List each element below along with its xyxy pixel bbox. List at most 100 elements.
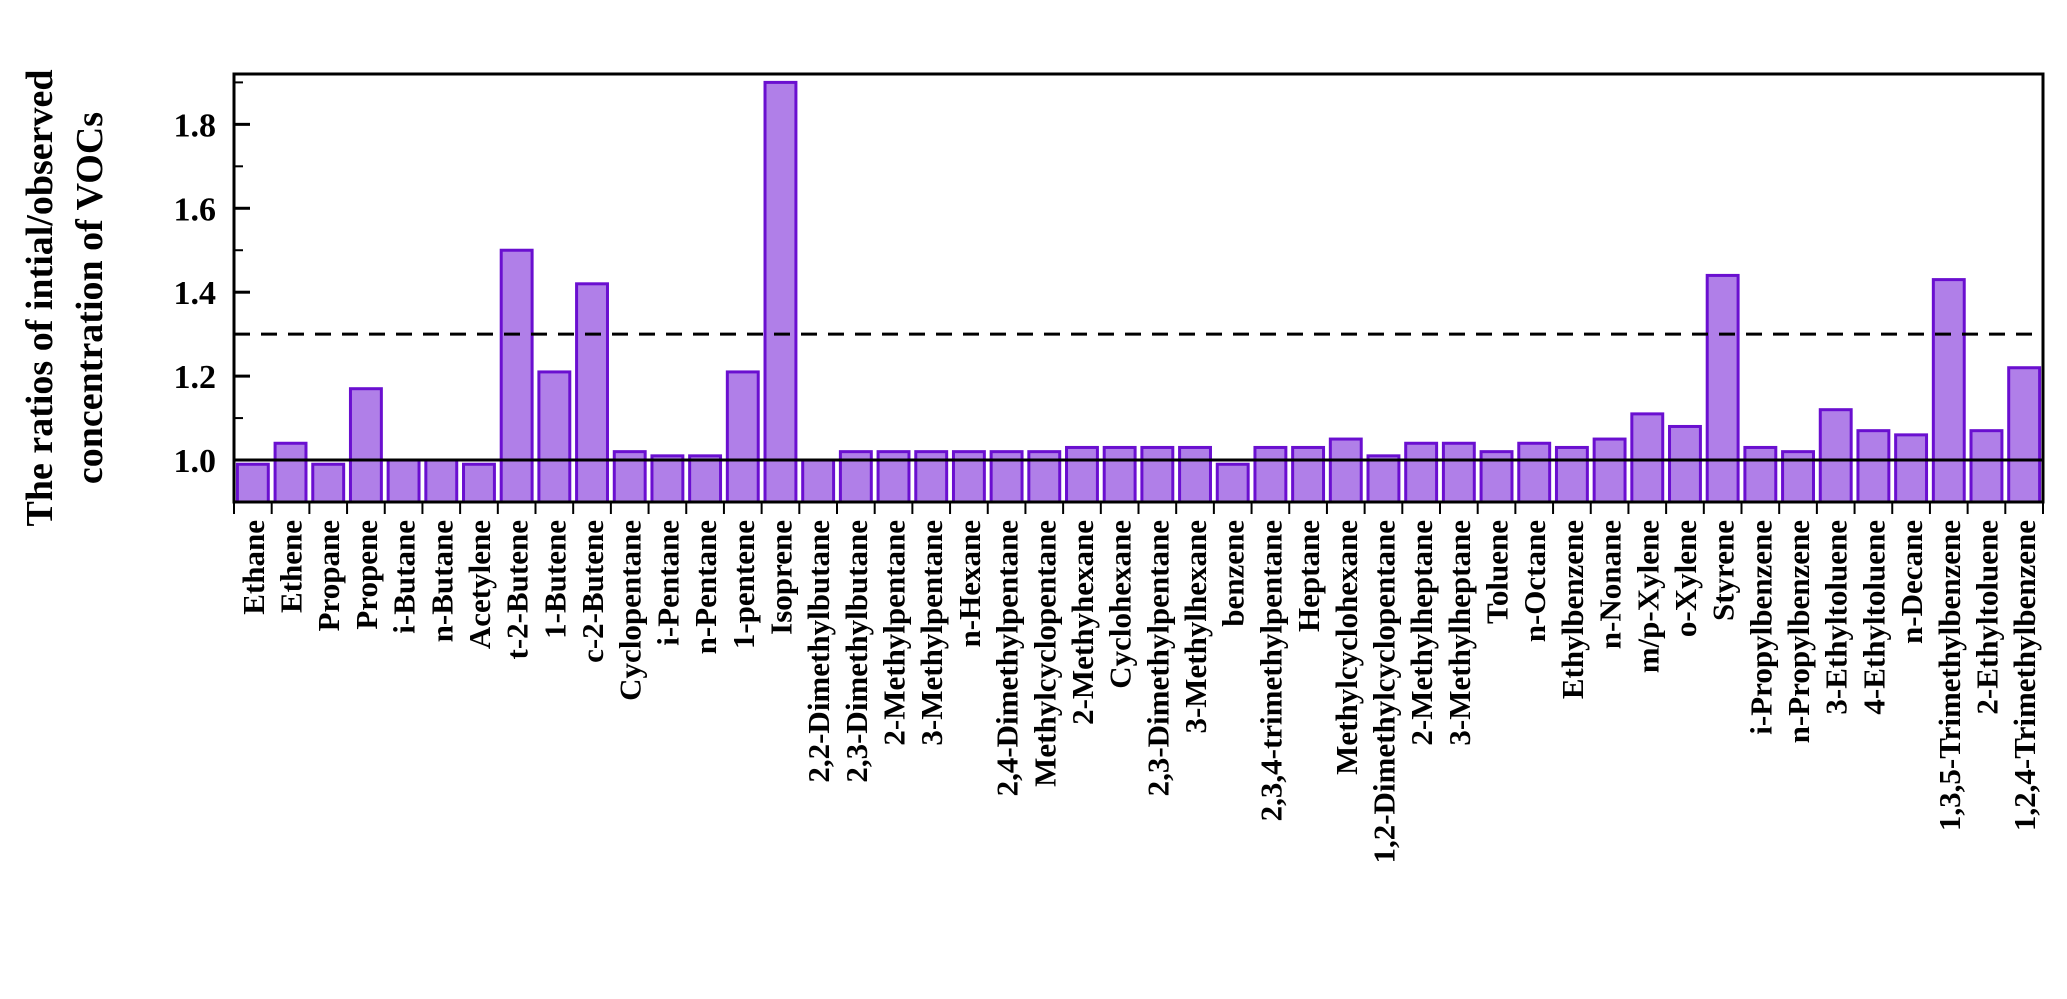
y-axis-title-line: The ratios of intial/observed [19, 69, 61, 526]
x-category-label: 2,2-Dimethylbutane [801, 520, 836, 783]
bar [1291, 445, 1326, 504]
y-axis-title: The ratios of intial/observed concentrati… [19, 69, 111, 526]
bar [1592, 437, 1627, 504]
bar [1969, 429, 2004, 504]
x-category-label: m/p-Xylene [1630, 520, 1665, 673]
bar [688, 454, 723, 504]
x-category-label: t-2-Butene [500, 520, 535, 659]
x-category-label: n-Propylbenzene [1781, 520, 1816, 743]
x-category-label: n-Octane [1517, 520, 1552, 642]
bar [273, 441, 308, 504]
bar [1140, 445, 1175, 504]
bar [1366, 454, 1401, 504]
bar [499, 248, 534, 504]
x-category-label: 3-Methylhexane [1178, 520, 1213, 734]
x-category-label: c-2-Butene [575, 520, 610, 663]
bar [424, 458, 459, 504]
x-category-label: 2-Methylpentane [877, 520, 912, 746]
x-category-label: n-Nonane [1593, 520, 1628, 649]
bar [763, 80, 798, 504]
x-category-label: Styrene [1706, 520, 1741, 621]
bar [1065, 445, 1099, 504]
bar [801, 458, 836, 504]
x-category-label: Isoprene [763, 520, 798, 635]
x-category-label: 1-Butene [537, 520, 572, 639]
bar [348, 387, 383, 504]
bar [1328, 437, 1363, 504]
x-category-label: n-Pentane [688, 520, 723, 654]
x-category-label: 3-Ethyltoluene [1819, 520, 1854, 715]
x-axis: Ethane Ethene Propane Propene i-Butane n-Buta… [233, 502, 2044, 864]
bar [650, 454, 685, 504]
x-category-label: 2,3-Dimethylpentane [1140, 520, 1175, 796]
x-category-label: i-Pentane [650, 520, 685, 646]
bar [1517, 441, 1552, 504]
bar [1102, 445, 1137, 504]
x-category-label: benzene [1216, 520, 1251, 627]
x-category-label: Ethylbenzene [1555, 520, 1590, 699]
bar [1856, 429, 1891, 504]
y-tick-label: 1.8 [174, 107, 217, 144]
x-category-label: Methylcyclopentane [1027, 520, 1062, 787]
y-tick-label: 1.0 [174, 443, 217, 480]
bar [235, 462, 270, 504]
bar [1215, 462, 1250, 504]
y-axis-title-line: concentration of VOCs [69, 112, 111, 484]
x-category-label: 4-Ethyltoluene [1856, 520, 1891, 715]
bar [1404, 441, 1439, 504]
y-tick-label: 1.6 [174, 191, 217, 228]
x-category-label: Heptane [1291, 520, 1326, 632]
x-category-label: 2,3-Dimethylbutane [839, 520, 874, 783]
x-category-label: Propene [349, 520, 384, 630]
bar [725, 370, 760, 504]
bar [386, 458, 421, 504]
y-axis: 1.0 1.2 1.4 1.6 1.8 [174, 81, 250, 503]
bar [1441, 441, 1476, 504]
x-category-label: Ethene [274, 520, 309, 613]
y-tick-label: 1.4 [174, 275, 217, 312]
y-tick-label: 1.2 [174, 359, 217, 396]
x-category-label: n-Butane [424, 520, 459, 642]
bar [462, 462, 496, 504]
x-category-label: 2,4-Dimethylpentane [990, 520, 1025, 796]
bar [575, 282, 609, 504]
x-category-label: Ethane [236, 520, 271, 615]
x-category-label: 2-Methyhexane [1065, 520, 1100, 725]
bar [1554, 445, 1589, 504]
x-category-label: 1,2-Dimethylcyclopentane [1366, 520, 1401, 864]
x-category-label: 1,2,4-Trimethylbenzene [2007, 520, 2042, 831]
x-category-label: 1,3,5-Trimethylbenzene [1932, 520, 1967, 831]
x-category-label: 1-pentene [726, 520, 761, 649]
bar [1253, 445, 1288, 504]
x-category-label: Propane [311, 520, 346, 631]
x-category-label: 2,3,4-trimethylpentane [1253, 520, 1288, 821]
bar [2007, 366, 2042, 504]
x-category-label: o-Xylene [1668, 520, 1703, 637]
bars-layer [235, 80, 2042, 504]
x-category-label: 3-Methylheptane [1442, 520, 1477, 746]
x-category-label: 2-Ethyltoluene [1969, 520, 2004, 715]
bar [1894, 433, 1929, 504]
x-category-label: n-Decane [1894, 520, 1929, 644]
bar [1705, 273, 1740, 504]
bar [311, 462, 346, 504]
reference-lines [234, 332, 2043, 462]
x-category-label: Cyclohexane [1103, 520, 1138, 689]
bar [1931, 278, 1966, 504]
x-category-label: Acetylene [462, 520, 497, 649]
x-category-label: 2-Methylheptane [1404, 520, 1439, 746]
x-category-label: 3-Methylpentane [914, 520, 949, 746]
bar [1743, 445, 1778, 504]
x-category-label: Methylcyclohexane [1329, 520, 1364, 775]
bar [1668, 424, 1702, 504]
x-category-label: Toluene [1480, 520, 1515, 624]
bar [1630, 412, 1665, 504]
x-category-label: i-Propylbenzene [1743, 520, 1778, 735]
x-category-label: n-Hexane [952, 520, 987, 647]
bar [537, 370, 572, 504]
x-category-label: Cyclopentane [613, 520, 648, 701]
bar [1178, 445, 1212, 504]
bar [1818, 408, 1853, 504]
